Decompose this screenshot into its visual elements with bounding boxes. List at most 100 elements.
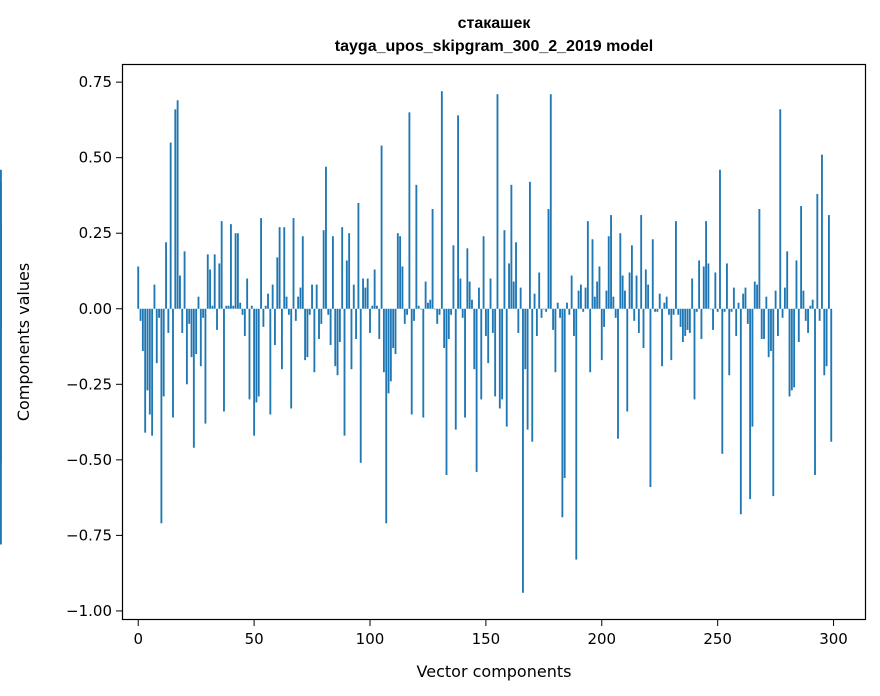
bar — [257, 308, 260, 397]
bar — [471, 299, 473, 309]
bar — [417, 305, 420, 309]
bar — [811, 299, 814, 309]
bar — [420, 308, 422, 310]
bar — [431, 209, 434, 309]
bar — [591, 239, 594, 309]
bar — [190, 308, 193, 358]
bar — [549, 94, 552, 309]
y-axis-label: Components values — [14, 263, 33, 421]
bar — [688, 308, 691, 333]
bar — [248, 308, 251, 400]
bar — [315, 284, 318, 309]
bar — [438, 308, 441, 315]
bar — [559, 308, 561, 318]
bar — [227, 305, 230, 309]
bar — [399, 236, 402, 309]
bar — [348, 233, 351, 309]
bar — [582, 308, 585, 312]
bar — [464, 308, 466, 418]
bar — [777, 308, 779, 336]
bar — [695, 308, 698, 312]
bar — [209, 269, 211, 309]
bar — [526, 308, 529, 430]
bar — [179, 275, 181, 309]
bar — [698, 260, 701, 309]
y-tick-label: −1.00 — [66, 602, 112, 620]
bar — [765, 296, 768, 309]
bar — [545, 308, 548, 312]
bar — [202, 308, 205, 318]
bar — [503, 230, 506, 309]
bar — [756, 284, 758, 309]
bar — [793, 308, 796, 388]
bar — [241, 308, 244, 315]
bar — [413, 308, 415, 321]
bar — [427, 302, 429, 309]
bar — [732, 287, 735, 309]
bar — [825, 308, 828, 367]
bar — [654, 308, 657, 312]
bar — [246, 278, 249, 309]
bar — [797, 308, 800, 342]
bar — [714, 272, 717, 309]
y-tick-label: 0.50 — [79, 149, 112, 167]
bar — [225, 305, 228, 309]
bar — [800, 206, 803, 309]
bar — [721, 308, 724, 454]
bar — [269, 308, 272, 415]
bar — [199, 308, 202, 367]
plot-frame — [121, 63, 867, 621]
bar — [394, 308, 397, 355]
y-tick-label: −0.50 — [66, 451, 112, 469]
y-tick-label: −0.75 — [66, 526, 112, 544]
bar — [821, 154, 823, 309]
bar — [716, 308, 719, 312]
bar — [204, 308, 207, 424]
bar — [519, 287, 522, 309]
bar — [376, 305, 378, 309]
bar — [573, 308, 575, 336]
bar — [807, 308, 809, 333]
bar — [709, 308, 712, 310]
bar — [392, 308, 395, 349]
x-tick-label: 100 — [356, 630, 385, 648]
bar — [705, 221, 707, 309]
bar — [790, 308, 793, 391]
bar — [306, 308, 309, 358]
bar — [396, 233, 399, 309]
bar — [744, 287, 747, 309]
bar — [211, 305, 214, 309]
bar — [753, 281, 756, 309]
bar — [160, 308, 163, 524]
bar — [406, 308, 409, 315]
bar — [772, 308, 775, 497]
bar — [686, 308, 689, 330]
bar — [818, 308, 821, 321]
bar — [739, 308, 742, 515]
bar — [556, 302, 559, 309]
bar-series — [0, 91, 833, 593]
bar — [589, 308, 592, 373]
bar — [185, 308, 188, 385]
bar — [410, 308, 413, 415]
bar — [617, 308, 619, 439]
bar — [137, 266, 140, 309]
bar — [614, 308, 617, 318]
bar — [0, 239, 2, 309]
y-tick-label: 0.00 — [79, 300, 112, 318]
bar — [552, 308, 555, 330]
bar — [0, 308, 2, 318]
bar — [162, 308, 165, 397]
bar — [823, 308, 826, 376]
bar — [640, 215, 643, 309]
bar — [661, 308, 663, 367]
bar — [408, 112, 411, 309]
bar — [482, 236, 485, 309]
bar — [334, 308, 337, 367]
bar — [253, 308, 256, 436]
bar — [598, 266, 601, 309]
bar — [422, 308, 425, 418]
bar — [621, 275, 624, 309]
bar — [250, 305, 253, 309]
